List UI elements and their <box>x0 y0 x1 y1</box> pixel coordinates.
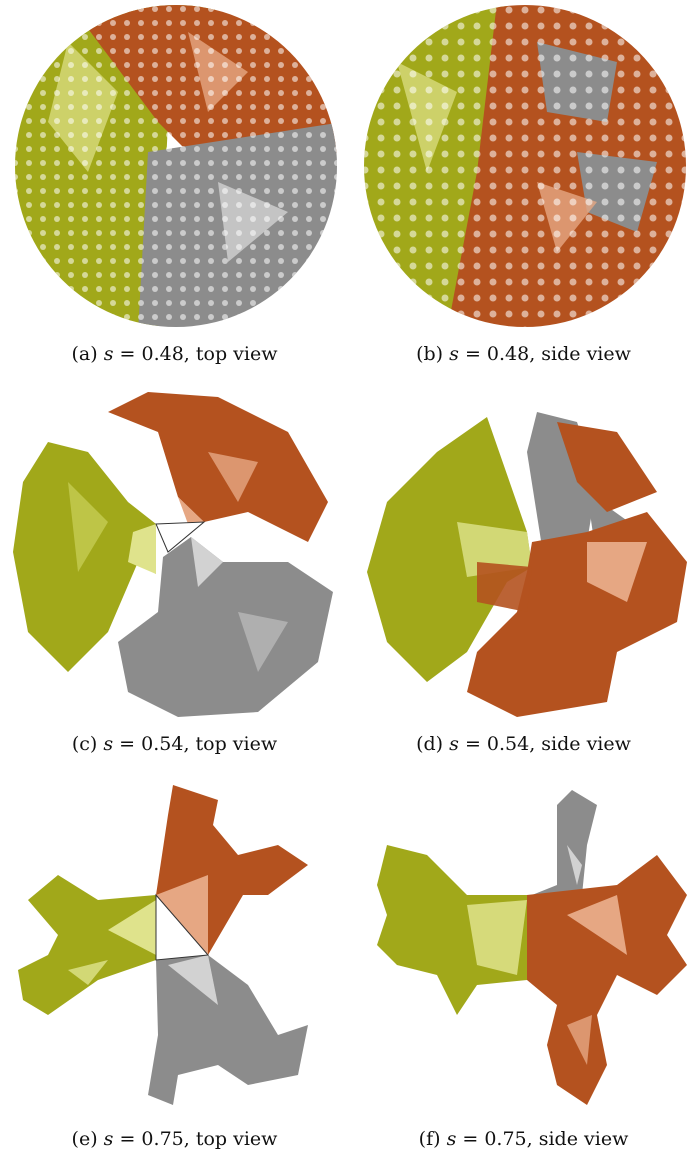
caption-c-var: s <box>103 733 114 755</box>
panel-a-image <box>15 5 337 327</box>
caption-a-eq: = 0.48, <box>113 343 196 365</box>
caption-b-view: side view <box>541 343 631 365</box>
caption-f-label: (f) <box>418 1128 441 1150</box>
caption-b-var: s <box>449 343 459 365</box>
caption-c: (c) s = 0.54, top view <box>0 733 349 755</box>
panel-c-image <box>8 392 343 722</box>
caption-d: (d) s = 0.54, side view <box>349 733 698 755</box>
caption-f: (f) s = 0.75, side view <box>349 1128 698 1150</box>
caption-c-view: top view <box>195 733 278 755</box>
caption-b: (b) s = 0.48, side view <box>349 343 698 365</box>
caption-c-eq: = 0.54, <box>113 733 196 755</box>
caption-a-label: (a) <box>71 343 98 365</box>
caption-e-var: s <box>103 1128 114 1150</box>
caption-e-label: (e) <box>71 1128 98 1150</box>
caption-a-var: s <box>103 343 114 365</box>
caption-e-eq: = 0.75, <box>113 1128 196 1150</box>
caption-f-view: side view <box>538 1128 629 1150</box>
caption-a-view: top view <box>195 343 278 365</box>
caption-d-label: (d) <box>416 733 444 755</box>
panel-b-image <box>364 5 686 327</box>
caption-f-var: s <box>446 1128 457 1150</box>
caption-f-eq: = 0.75, <box>456 1128 539 1150</box>
panel-d-image <box>357 392 692 722</box>
caption-b-eq: = 0.48, <box>458 343 542 365</box>
caption-d-eq: = 0.54, <box>458 733 542 755</box>
caption-d-view: side view <box>541 733 631 755</box>
panel-e-image <box>8 785 343 1120</box>
panel-f-image <box>357 785 692 1120</box>
caption-c-label: (c) <box>71 733 98 755</box>
caption-a: (a) s = 0.48, top view <box>0 343 349 365</box>
caption-b-label: (b) <box>416 343 444 365</box>
caption-d-var: s <box>449 733 459 755</box>
caption-e-view: top view <box>195 1128 278 1150</box>
caption-e: (e) s = 0.75, top view <box>0 1128 349 1150</box>
